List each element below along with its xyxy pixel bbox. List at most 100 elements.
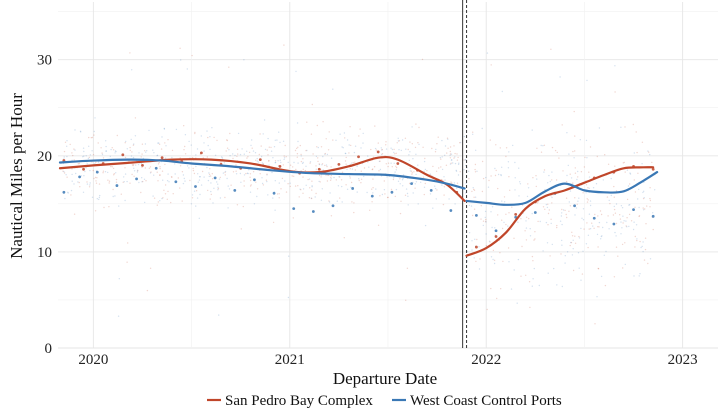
noise-point (130, 155, 133, 157)
noise-point (374, 147, 377, 150)
noise-point (456, 159, 459, 161)
noise-point (464, 159, 466, 161)
noise-point (588, 171, 590, 173)
noise-point (117, 315, 120, 317)
noise-point (182, 174, 185, 176)
noise-point (291, 175, 293, 177)
noise-point (254, 152, 257, 154)
noise-point (599, 210, 602, 212)
noise-point (505, 213, 507, 215)
noise-point (189, 179, 191, 182)
noise-point (100, 147, 102, 149)
noise-point (531, 129, 533, 131)
noise-point (122, 181, 124, 183)
noise-point (70, 189, 73, 192)
noise-point (221, 157, 224, 159)
noise-point (485, 220, 487, 223)
noise-point (570, 177, 573, 179)
noise-point (451, 159, 453, 161)
noise-point (243, 59, 245, 61)
noise-point (105, 145, 107, 148)
noise-point (520, 275, 522, 277)
noise-point (196, 148, 199, 150)
noise-point (397, 140, 400, 142)
noise-point (108, 206, 110, 208)
noise-point (517, 221, 519, 223)
noise-point (652, 228, 654, 231)
noise-point (465, 182, 467, 185)
noise-point (443, 176, 445, 178)
noise-point (407, 148, 409, 151)
noise-point (594, 213, 596, 216)
noise-point (418, 126, 420, 129)
noise-point (486, 308, 488, 311)
noise-point (435, 148, 437, 151)
noise-point (620, 205, 623, 207)
noise-point (345, 156, 347, 159)
noise-point (574, 235, 576, 237)
noise-point (572, 248, 574, 250)
noise-point (414, 187, 416, 189)
data-point (121, 153, 125, 157)
noise-point (399, 212, 402, 215)
noise-point (478, 268, 481, 270)
noise-point (153, 174, 155, 176)
noise-point (415, 153, 417, 155)
noise-point (114, 150, 117, 152)
noise-point (79, 130, 82, 132)
noise-point (219, 176, 221, 179)
noise-point (503, 221, 505, 224)
noise-point (406, 192, 409, 195)
noise-point (131, 69, 133, 71)
noise-point (348, 152, 350, 154)
noise-point (322, 169, 324, 171)
noise-point (171, 149, 174, 152)
noise-point (546, 206, 549, 209)
noise-point (98, 183, 101, 185)
noise-point (124, 142, 126, 144)
noise-point (551, 146, 554, 149)
noise-point (501, 219, 503, 221)
noise-point (170, 201, 172, 204)
noise-point (495, 169, 497, 172)
noise-point (634, 246, 636, 248)
noise-point (457, 156, 459, 159)
noise-point (409, 167, 411, 170)
noise-point (330, 166, 332, 168)
noise-point (614, 65, 616, 67)
noise-point (111, 147, 113, 149)
noise-point (638, 215, 641, 217)
noise-point (465, 164, 467, 167)
noise-point (642, 197, 645, 200)
noise-point (98, 198, 100, 201)
noise-point (466, 250, 469, 253)
noise-point (407, 204, 409, 206)
noise-point (250, 144, 252, 147)
noise-point (201, 170, 204, 173)
noise-point (111, 166, 114, 168)
noise-point (577, 200, 579, 202)
noise-point (405, 299, 407, 301)
noise-point (184, 134, 187, 136)
noise-point (297, 146, 299, 148)
noise-point (223, 162, 226, 164)
noise-point (305, 184, 307, 186)
noise-point (335, 179, 337, 181)
noise-point (186, 68, 188, 70)
noise-point (211, 173, 213, 175)
noise-point (142, 180, 144, 183)
noise-point (165, 145, 167, 147)
noise-point (567, 164, 569, 167)
noise-point (193, 172, 196, 175)
noise-point (289, 164, 292, 166)
noise-point (282, 140, 285, 142)
noise-point (652, 212, 654, 214)
noise-point (124, 199, 126, 202)
noise-point (480, 205, 482, 207)
noise-point (554, 149, 557, 152)
noise-point (249, 176, 251, 178)
noise-point (266, 173, 268, 175)
noise-point (511, 206, 513, 208)
noise-point (66, 145, 68, 147)
noise-point (300, 155, 302, 157)
